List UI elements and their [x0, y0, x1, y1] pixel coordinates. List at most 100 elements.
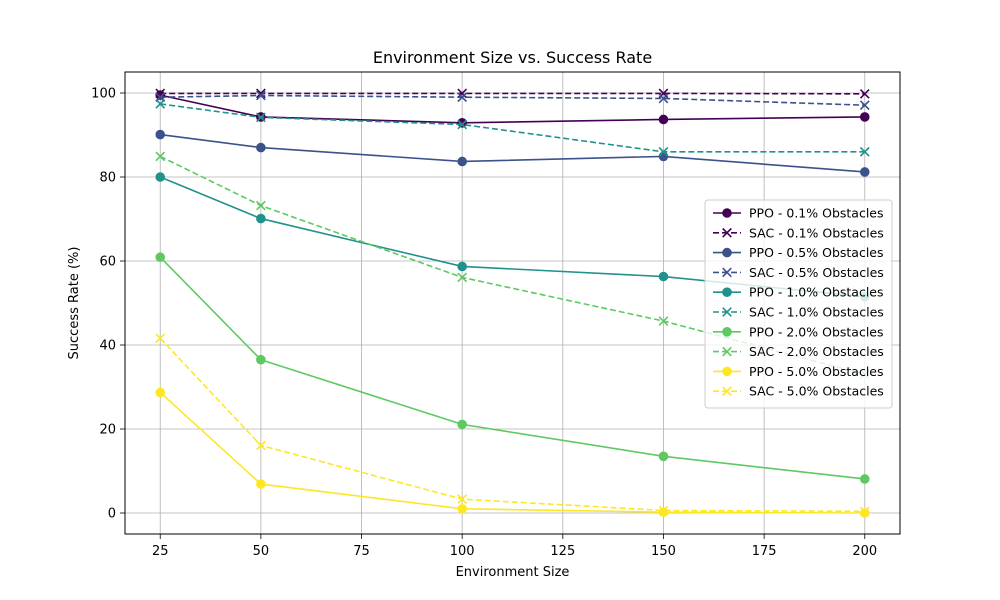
data-point [658, 507, 669, 517]
data-point [457, 494, 468, 505]
series-sac-5-0-obstacles [155, 333, 870, 517]
legend-label: PPO - 1.0% Obstacles [749, 285, 884, 300]
data-point [155, 252, 166, 263]
legend-marker [722, 247, 732, 258]
legend-marker [722, 346, 732, 357]
x-tick-label: 175 [752, 544, 777, 559]
data-point [457, 88, 468, 99]
data-point [457, 272, 468, 283]
axis-ticks: 25 50 75 100 125 150 175 200 0 20 40 60 80 100 [91, 87, 877, 560]
legend-label: PPO - 0.1% Obstacles [749, 206, 884, 221]
data-point [155, 129, 166, 140]
data-point [256, 213, 266, 224]
data-point [859, 506, 870, 517]
series-ppo-0-5-obstacles [155, 129, 870, 177]
data-point [859, 508, 870, 518]
data-point [658, 505, 669, 516]
legend-item: PPO - 5.0% Obstacles [713, 364, 884, 379]
plot-frame [124, 71, 901, 535]
legend-box [704, 199, 893, 409]
data-point [859, 100, 870, 111]
series-ppo-2-0-obstacles [155, 252, 870, 484]
x-tick-label: 25 [152, 544, 169, 559]
data-point [658, 146, 669, 157]
y-tick-label: 80 [99, 171, 116, 186]
legend: PPO - 0.1% Obstacles SAC - 0.1% Obstacles… [704, 199, 893, 409]
y-tick-label: 20 [99, 423, 116, 438]
x-tick-label: 75 [353, 544, 370, 559]
x-tick-label: 200 [852, 544, 877, 559]
data-point [256, 200, 266, 211]
legend-marker [722, 366, 732, 377]
y-tick-label: 100 [91, 87, 116, 102]
data-point [457, 92, 468, 103]
data-point [658, 151, 669, 162]
legend-item: PPO - 1.0% Obstacles [713, 285, 884, 300]
y-tick-label: 0 [108, 507, 116, 522]
data-point [155, 88, 166, 99]
data-point [457, 261, 467, 272]
data-point [658, 316, 669, 326]
legend-marker [722, 327, 732, 337]
data-point [256, 90, 266, 101]
legend-label: SAC - 0.5% Obstacles [749, 265, 884, 280]
legend-item: SAC - 0.5% Obstacles [713, 265, 884, 280]
data-point [256, 479, 266, 489]
x-axis-label: Environment Size [456, 565, 570, 580]
legend-item: PPO - 0.1% Obstacles [713, 206, 884, 221]
x-tick-label: 50 [253, 544, 270, 559]
legend-marker [722, 307, 732, 317]
data-point [658, 451, 669, 462]
series-sac-0-5-obstacles [155, 90, 870, 111]
legend-item: SAC - 2.0% Obstacles [713, 344, 884, 359]
legend-label: SAC - 0.1% Obstacles [749, 225, 884, 240]
data-point [457, 504, 467, 514]
data-point [859, 88, 870, 99]
y-axis-label: Success Rate (%) [67, 247, 82, 360]
data-point [256, 112, 266, 123]
legend-item: SAC - 1.0% Obstacles [713, 305, 884, 320]
data-point [457, 118, 467, 128]
data-point [859, 474, 870, 484]
data-point [658, 271, 669, 282]
data-point [457, 156, 467, 167]
series-layer [155, 88, 870, 518]
legend-marker [722, 208, 732, 218]
series-sac-1-0-obstacles [155, 99, 870, 157]
data-point [155, 172, 166, 182]
data-point [256, 142, 266, 153]
legend-label: PPO - 0.5% Obstacles [749, 245, 884, 260]
data-point [658, 114, 669, 125]
x-tick-label: 150 [651, 544, 676, 559]
legend-item: PPO - 0.5% Obstacles [713, 245, 884, 260]
data-point [859, 167, 870, 177]
x-tick-label: 100 [450, 544, 475, 559]
legend-label: SAC - 2.0% Obstacles [749, 344, 884, 359]
x-tick-label: 125 [550, 544, 575, 559]
data-point [155, 99, 166, 109]
legend-item: PPO - 2.0% Obstacles [713, 324, 884, 339]
data-point [658, 93, 669, 104]
legend-item: SAC - 5.0% Obstacles [713, 384, 884, 399]
data-point [155, 151, 166, 162]
data-point [457, 119, 468, 130]
data-point [457, 419, 467, 430]
y-tick-label: 40 [99, 339, 116, 354]
legend-label: PPO - 2.0% Obstacles [749, 324, 884, 339]
legend-item: SAC - 0.1% Obstacles [713, 225, 884, 240]
chart-title: Environment Size vs. Success Rate [373, 48, 652, 67]
legend-label: SAC - 5.0% Obstacles [749, 384, 884, 399]
data-point [155, 333, 166, 344]
legend-label: SAC - 1.0% Obstacles [749, 305, 884, 320]
legend-marker [722, 227, 732, 238]
legend-label: PPO - 5.0% Obstacles [749, 364, 884, 379]
legend-marker [722, 386, 732, 397]
data-point [155, 387, 166, 398]
data-point [859, 146, 870, 157]
legend-marker [722, 267, 732, 278]
data-point [256, 440, 266, 451]
data-point [859, 112, 870, 122]
data-point [256, 354, 266, 365]
y-tick-label: 60 [99, 255, 116, 270]
